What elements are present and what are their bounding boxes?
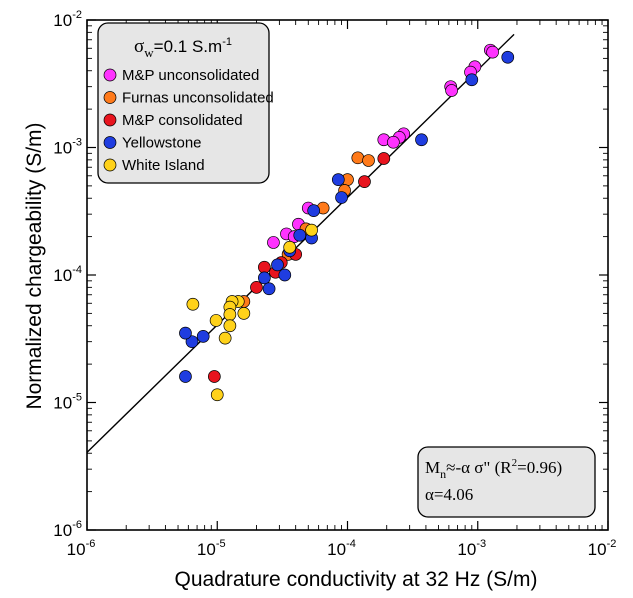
annotation-equation: Mn≈-α σ" (R2=0.96) [425, 457, 562, 481]
point-white-island [186, 297, 200, 311]
y-axis-label: Normalized chargeability (S/m) [23, 122, 46, 409]
point-yellowstone [293, 228, 307, 242]
point-m-p-consolidated [377, 152, 391, 165]
point-furnas-unconsolidated [362, 154, 375, 167]
point-m-p-consolidated [250, 281, 263, 294]
point-yellowstone [331, 173, 345, 186]
data-points [179, 43, 515, 402]
point-white-island [218, 331, 232, 345]
y-tick-label: 10-5 [53, 392, 82, 413]
x-tick-label: 10-6 [67, 538, 96, 559]
legend-entries: M&P unconsolidated Furnas unconsolidated M… [103, 67, 274, 174]
y-tick-label: 10-6 [53, 519, 82, 540]
x-axis-label: Quadrature conductivity at 32 Hz (S/m) [175, 568, 538, 591]
point-m-p-unconsolidated [486, 45, 499, 59]
point-yellowstone [179, 326, 192, 340]
legend-label-white-island: White Island [122, 157, 205, 174]
annotation-alpha: α=4.06 [425, 485, 473, 504]
point-yellowstone [307, 204, 321, 217]
point-white-island [283, 240, 297, 254]
x-tick-label: 10-3 [457, 538, 486, 559]
point-white-island [223, 319, 237, 333]
y-tick-label: 10-3 [53, 137, 82, 158]
legend-marker-furnas-unconsolidated [103, 91, 117, 104]
point-yellowstone [501, 50, 515, 64]
point-yellowstone [179, 370, 192, 383]
point-yellowstone [262, 282, 276, 296]
annotation-box [417, 446, 596, 518]
point-m-p-consolidated [207, 370, 221, 383]
legend-marker-m-p-unconsolidated [103, 68, 117, 82]
legend-label-m-p-unconsolidated: M&P unconsolidated [122, 67, 259, 84]
point-yellowstone [278, 268, 292, 282]
point-m-p-unconsolidated [267, 236, 280, 249]
point-m-p-consolidated [258, 260, 271, 274]
legend-marker-white-island [103, 158, 117, 172]
point-white-island [210, 388, 224, 402]
legend-box [97, 22, 270, 184]
legend: σw=0.1 S.m-1 M&P unconsolidated Furnas un… [97, 22, 274, 184]
y-tick-label: 10-2 [53, 9, 82, 30]
point-white-island [209, 314, 223, 327]
point-yellowstone [465, 73, 479, 87]
point-furnas-unconsolidated [351, 151, 365, 165]
fit-annotation: Mn≈-α σ" (R2=0.96) α=4.06 [417, 446, 596, 518]
point-yellowstone [271, 258, 284, 272]
fit-line [86, 33, 515, 453]
point-yellowstone [335, 191, 348, 204]
legend-title: σw=0.1 S.m-1 [134, 36, 232, 60]
axis-ticks: 10-6 10-5 10-4 10-3 10-2 10-6 10-5 10-4 10-3 10-2 [53, 9, 616, 559]
point-m-p-unconsolidated [387, 135, 400, 149]
legend-marker-m-p-consolidated [103, 113, 117, 127]
legend-label-furnas-unconsolidated: Furnas unconsolidated [122, 90, 274, 107]
x-tick-label: 10-5 [197, 538, 226, 559]
x-tick-label: 10-4 [327, 538, 356, 559]
legend-label-yellowstone: Yellowstone [122, 135, 202, 152]
fit-line-layer [86, 33, 515, 453]
plot-frame [86, 19, 609, 531]
y-tick-label: 10-4 [53, 264, 82, 285]
point-yellowstone [415, 133, 428, 147]
point-m-p-unconsolidated [445, 84, 458, 97]
point-white-island [237, 307, 251, 320]
point-yellowstone [185, 335, 199, 349]
legend-marker-yellowstone [103, 136, 117, 149]
point-white-island [223, 308, 237, 321]
point-white-island [305, 223, 318, 237]
x-tick-label: 10-2 [588, 538, 617, 559]
legend-label-m-p-consolidated: M&P consolidated [122, 112, 243, 129]
point-m-p-consolidated [358, 175, 371, 188]
point-yellowstone [258, 271, 271, 285]
point-yellowstone [196, 330, 210, 343]
